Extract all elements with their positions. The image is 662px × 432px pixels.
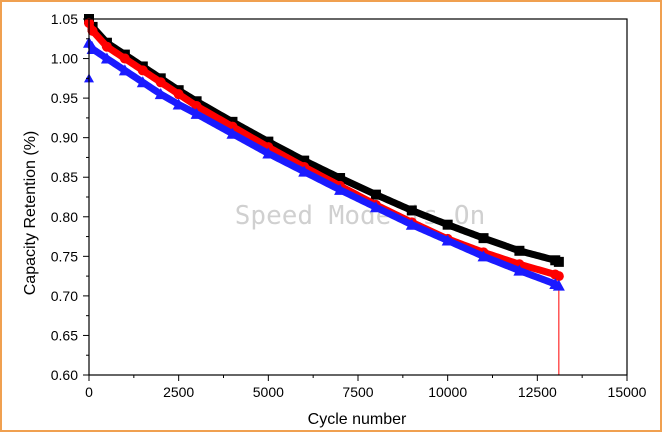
y-tick-label: 0.95: [51, 90, 78, 106]
data-point: [369, 201, 382, 213]
data-point: [137, 65, 148, 76]
data-point: [226, 127, 239, 139]
x-tick-label: 2500: [163, 384, 194, 400]
data-point: [442, 219, 453, 230]
y-tick-label: 1.05: [51, 11, 78, 27]
data-point: [172, 98, 185, 110]
data-point: [190, 107, 203, 119]
data-point: [118, 64, 131, 76]
data-point: [262, 147, 275, 159]
y-tick-label: 0.90: [51, 130, 78, 146]
x-tick-label: 10000: [428, 384, 467, 400]
y-tick-label: 0.70: [51, 288, 78, 304]
y-tick-label: 0.85: [51, 169, 78, 185]
axes-layer: 0 2500 5000 7500 10000 12500 15000 0.60 0.65 0.70…: [51, 11, 647, 400]
x-tick-label: 12500: [518, 384, 557, 400]
data-point: [513, 264, 526, 276]
y-tick-label: 0.65: [51, 327, 78, 343]
data-point: [441, 234, 454, 246]
data-point: [514, 245, 525, 256]
data-point: [335, 173, 346, 184]
data-point: [155, 77, 166, 88]
series-blue-band: [85, 41, 560, 289]
data-point: [173, 89, 184, 100]
data-point: [477, 250, 490, 262]
data-point: [299, 155, 310, 166]
data-point: [263, 136, 274, 147]
y-tick-label: 0.75: [51, 248, 78, 264]
x-tick-label: 15000: [608, 384, 647, 400]
x-tick-label: 0: [85, 384, 93, 400]
data-point: [553, 256, 564, 267]
data-point: [191, 101, 202, 112]
y-tick-label: 0.80: [51, 209, 78, 225]
data-point: [370, 189, 381, 200]
data-point: [478, 233, 489, 244]
data-point: [552, 279, 565, 291]
data-point: [154, 88, 167, 100]
data-point: [101, 41, 112, 52]
data-point: [100, 52, 113, 64]
series-blue: [83, 36, 565, 291]
data-point: [334, 183, 347, 195]
data-point: [136, 76, 149, 88]
data-point: [406, 205, 417, 216]
data-point: [87, 25, 98, 36]
y-tick-label: 1.00: [51, 51, 78, 67]
series-layer: [83, 14, 565, 375]
y-tick-label: 0.60: [51, 367, 78, 383]
data-point: [119, 53, 130, 64]
y-axis-label: Capacity Retention (%): [22, 131, 39, 296]
x-axis-label: Cycle number: [308, 411, 407, 428]
data-point: [298, 165, 311, 177]
x-tick-label: 5000: [253, 384, 284, 400]
data-point: [405, 218, 418, 230]
x-tick-label: 7500: [342, 384, 373, 400]
